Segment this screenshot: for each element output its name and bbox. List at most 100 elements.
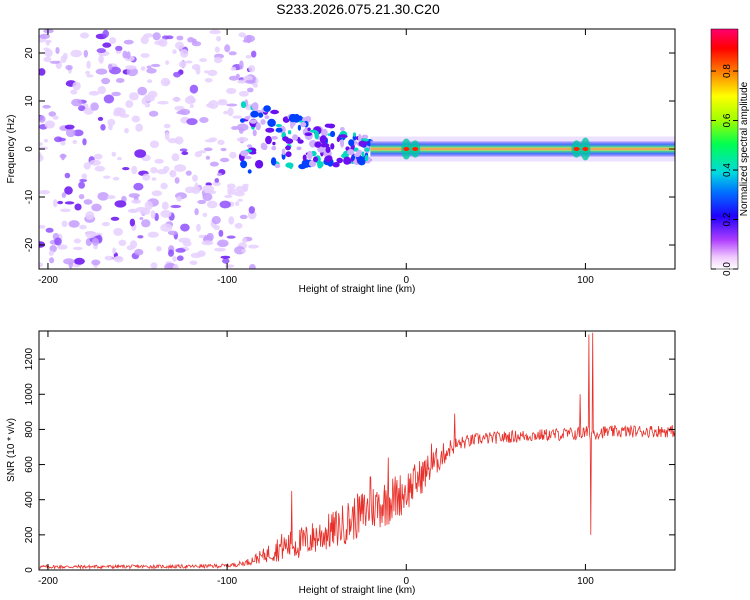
spectrogram-noise-blob bbox=[208, 137, 218, 142]
spectrogram-noise-blob bbox=[204, 147, 213, 152]
spectrogram-noise-blob bbox=[129, 240, 138, 249]
spectrogram-noise-blob bbox=[209, 29, 222, 35]
spectrogram-noise-blob bbox=[139, 217, 144, 220]
spectrogram-noise-blob bbox=[148, 110, 159, 117]
spectrogram-noise-blob bbox=[64, 172, 71, 179]
spectrogram-noise-blob bbox=[239, 214, 248, 220]
spectrogram-noise-blob bbox=[88, 90, 100, 96]
spectrogram-noise-blob bbox=[45, 227, 54, 233]
spectrogram-noise-blob bbox=[110, 216, 120, 221]
spectrogram-noise-blob bbox=[115, 78, 125, 83]
spectrogram-noise-blob bbox=[39, 190, 50, 195]
spectrogram-noise-blob bbox=[39, 225, 46, 229]
spectrogram-noise-blob bbox=[140, 53, 150, 58]
snr-xtick-label: -100 bbox=[217, 576, 237, 587]
spectrogram-noise-blob bbox=[227, 187, 232, 196]
spectrogram-noise-blob bbox=[72, 246, 83, 251]
spectrogram-noise-blob bbox=[229, 151, 237, 159]
snr-ytick-label: 0 bbox=[24, 567, 35, 573]
spectrogram-signal-blob bbox=[267, 118, 276, 127]
spectrogram-noise-blob bbox=[49, 60, 61, 64]
spectrogram-signal-blob bbox=[240, 150, 249, 157]
spectrogram-noise-blob bbox=[172, 49, 177, 54]
figure-title: S233.2026.075.21.30.C20 bbox=[276, 1, 440, 17]
spectrogram-noise-blob bbox=[172, 256, 177, 262]
spectrogram-noise-blob bbox=[245, 79, 256, 84]
spectrogram-noise-blob bbox=[109, 37, 117, 44]
spectrogram-noise-blob bbox=[154, 212, 159, 222]
spectrogram-noise-blob bbox=[39, 262, 44, 268]
spectrogram-signal-blob bbox=[271, 145, 277, 151]
spectrogram-noise-blob bbox=[39, 33, 50, 39]
spectrogram-noise-blob bbox=[197, 250, 206, 257]
spectrogram-noise-blob bbox=[165, 60, 170, 65]
spectrogram-noise-blob bbox=[83, 49, 89, 58]
spectrogram-noise-blob bbox=[156, 246, 162, 252]
spectrogram-noise-blob bbox=[91, 203, 102, 212]
spectrogram-signal-blob bbox=[240, 101, 247, 109]
spectrogram-noise-blob bbox=[238, 32, 246, 38]
spectrogram-noise-blob bbox=[194, 151, 202, 158]
spectrogram-noise-blob bbox=[165, 35, 174, 40]
spectrogram-noise-blob bbox=[216, 172, 223, 176]
spectrogram-signal-blob bbox=[297, 139, 304, 144]
spectrogram-signal-blob bbox=[361, 151, 365, 157]
spectrogram-noise-blob bbox=[141, 97, 147, 105]
spectrogram-noise-blob bbox=[141, 219, 151, 228]
spectrogram-noise-blob bbox=[53, 199, 58, 208]
spectrogram-signal-blob bbox=[330, 130, 336, 138]
snr-ylabel: SNR (10 * v/v) bbox=[6, 418, 17, 482]
spectrogram-noise-blob bbox=[226, 103, 238, 107]
spectrogram-band-halo bbox=[370, 136, 675, 162]
spectrogram-noise-blob bbox=[64, 186, 73, 195]
snr-xtick-label: 100 bbox=[577, 576, 594, 587]
spectrogram-noise-blob bbox=[168, 249, 174, 257]
spectrogram-noise-blob bbox=[205, 155, 210, 160]
spectrogram-noise-blob bbox=[129, 92, 139, 101]
spectrogram-noise-blob bbox=[217, 139, 225, 145]
spectrogram-noise-blob bbox=[70, 89, 78, 95]
spectrogram-noise-blob bbox=[113, 227, 123, 236]
spectrogram-noise-blob bbox=[103, 94, 115, 104]
spectrogram-noise-blob bbox=[182, 240, 192, 247]
spectrogram-noise-blob bbox=[173, 71, 181, 78]
spectrogram-noise-blob bbox=[122, 167, 130, 171]
spectrogram-noise-blob bbox=[112, 176, 120, 181]
spectrogram-noise-blob bbox=[196, 223, 201, 232]
colorbar-tick-label: 0.6 bbox=[722, 113, 733, 127]
spectrogram-noise-blob bbox=[79, 178, 88, 183]
spectrogram-noise-blob bbox=[102, 42, 112, 48]
spectrogram-signal-blob bbox=[358, 133, 362, 143]
spectrogram-signal-blob bbox=[348, 139, 355, 147]
spectrogram-band-peak bbox=[412, 147, 419, 151]
spectrogram-signal-blob bbox=[240, 160, 248, 169]
spectrogram-signal-blob bbox=[249, 119, 257, 124]
spectrogram-signal-blob bbox=[361, 134, 369, 139]
spectrogram-noise-blob bbox=[194, 208, 199, 216]
spectrogram-noise-blob bbox=[125, 65, 137, 70]
spectrogram-signal-blob bbox=[354, 153, 361, 158]
spectrogram-noise-blob bbox=[170, 204, 182, 209]
spectrogram-noise-blob bbox=[96, 48, 107, 54]
spectrogram-noise-blob bbox=[234, 222, 243, 229]
spectrogram-noise-blob bbox=[199, 58, 208, 62]
spectrogram-signal-blob bbox=[330, 143, 335, 150]
spectrogram-signal-blob bbox=[340, 139, 345, 148]
spectrogram-noise-blob bbox=[78, 194, 85, 200]
spectrogram-noise-blob bbox=[83, 162, 91, 170]
spectrogram-noise-blob bbox=[94, 153, 103, 160]
spectrogram-noise-blob bbox=[137, 86, 147, 96]
spectrogram-noise-blob bbox=[79, 224, 87, 230]
snr-ytick-label: 1000 bbox=[24, 383, 35, 406]
spectrogram-noise-blob bbox=[149, 140, 160, 149]
spectrogram-noise-blob bbox=[213, 56, 223, 64]
snr-series-line bbox=[39, 332, 675, 570]
spectrogram-signal-blob bbox=[247, 169, 252, 174]
spectrogram-signal-blob bbox=[258, 112, 264, 118]
spectrogram-signal-blob bbox=[287, 130, 292, 135]
spectrogram-noise-blob bbox=[150, 262, 158, 269]
spectrogram-signal-blob bbox=[289, 163, 293, 170]
spectrogram-noise-blob bbox=[167, 230, 178, 236]
